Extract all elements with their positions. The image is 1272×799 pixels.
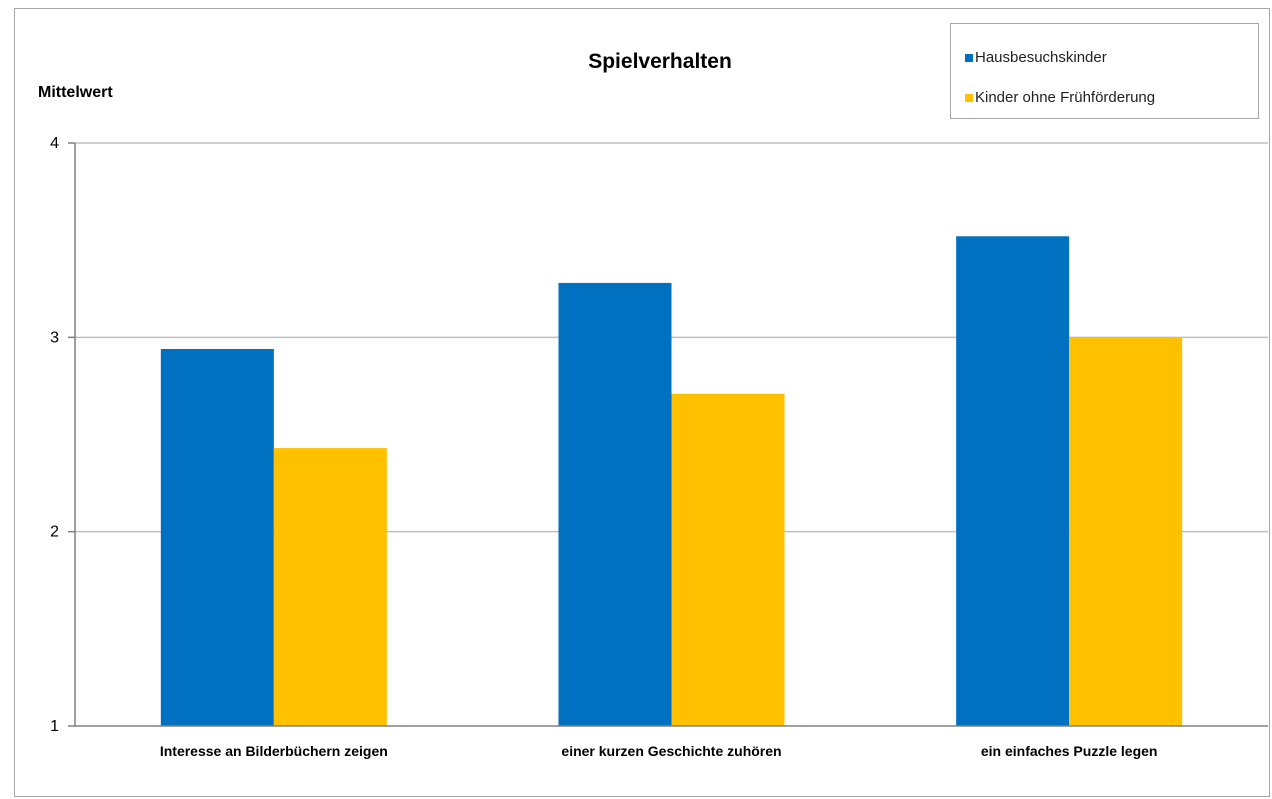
bar-hausbesuchskinder-1: [160, 348, 274, 726]
y-axis-label: Mittelwert: [38, 84, 113, 101]
x-tick-label-2: einer kurzen Geschichte zuhören: [561, 743, 781, 759]
chart-title: Spielverhalten: [588, 50, 732, 73]
y-tick-label-4: 4: [50, 135, 59, 152]
legend-label-kinder-ohne-fruehfoerderung: Kinder ohne Frühförderung: [975, 89, 1156, 106]
bar-kinder-ohne-fruehfoerderung-1: [273, 448, 387, 726]
legend-swatch-hausbesuchskinder: [965, 54, 973, 62]
legend-item-hausbesuchskinder: Hausbesuchskinder: [965, 48, 1107, 68]
y-tick-label-2: 2: [50, 524, 59, 541]
bar-kinder-ohne-fruehfoerderung-2: [671, 393, 785, 726]
legend-swatch-kinder-ohne-fruehfoerderung: [965, 94, 973, 102]
bar-hausbesuchskinder-2: [558, 282, 672, 726]
bar-hausbesuchskinder-3: [956, 236, 1070, 726]
legend-label-hausbesuchskinder: Hausbesuchskinder: [975, 49, 1107, 66]
y-tick-label-1: 1: [50, 718, 59, 735]
y-tick-label-3: 3: [50, 329, 59, 346]
legend: Hausbesuchskinder Kinder ohne Frühförder…: [950, 23, 1259, 119]
x-tick-label-1: Interesse an Bilderbüchern zeigen: [160, 743, 388, 759]
legend-item-kinder-ohne-fruehfoerderung: Kinder ohne Frühförderung: [965, 88, 1155, 108]
x-tick-label-3: ein einfaches Puzzle legen: [981, 743, 1158, 759]
bar-kinder-ohne-fruehfoerderung-3: [1069, 337, 1183, 726]
